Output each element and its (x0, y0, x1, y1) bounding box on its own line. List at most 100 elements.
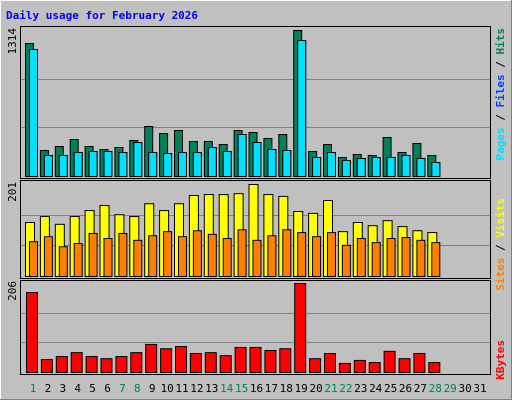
bar (148, 235, 158, 278)
bar (386, 238, 396, 277)
bar (55, 356, 68, 373)
x-tick-label: 27 (414, 382, 427, 395)
bar (163, 153, 173, 177)
x-tick-label: 23 (354, 382, 367, 395)
legend: KBytes (494, 340, 507, 380)
bar (115, 356, 128, 373)
x-tick-label: 24 (369, 382, 383, 395)
legend-separator: / (494, 55, 507, 75)
bar (383, 350, 396, 374)
x-tick-label: 26 (399, 382, 412, 395)
bar (368, 362, 381, 374)
legend-entry: Visits (494, 198, 507, 238)
x-tick-label: 11 (175, 382, 188, 395)
x-tick-label: 15 (235, 382, 248, 395)
bar (237, 229, 247, 277)
x-tick-label: 17 (265, 382, 278, 395)
bar (416, 239, 426, 277)
bar (103, 151, 113, 177)
bar (43, 155, 53, 177)
bar (327, 232, 336, 278)
bar (192, 230, 202, 277)
bar (252, 239, 262, 277)
bar (204, 352, 217, 374)
x-tick-label: 31 (473, 382, 486, 395)
bar (309, 358, 322, 373)
bar (398, 358, 411, 373)
bar (324, 352, 336, 374)
legend-entry: KBytes (494, 340, 507, 380)
bar (58, 246, 68, 277)
bar (178, 236, 187, 278)
bar (145, 343, 158, 374)
bar (40, 359, 53, 374)
bar (26, 292, 38, 373)
bar (73, 243, 83, 277)
legend-entry: Hits (494, 28, 507, 55)
legend-entry: Files (494, 74, 507, 107)
bar (133, 142, 143, 177)
x-tick-label: 2 (45, 382, 52, 395)
bar (267, 149, 277, 177)
legend-entry: Pages (494, 127, 507, 160)
x-tick-label: 30 (458, 382, 471, 395)
bar (294, 283, 307, 373)
x-tick-label: 5 (89, 382, 96, 395)
y-tick-label: 206 (6, 281, 19, 301)
bar (312, 236, 322, 278)
bar (267, 235, 277, 278)
x-tick-label: 28 (429, 382, 442, 395)
bar (73, 152, 83, 177)
x-tick-label: 10 (160, 382, 173, 395)
bar (148, 152, 158, 177)
bar (371, 157, 381, 177)
bar (401, 237, 411, 277)
bar (118, 152, 128, 177)
bar (175, 346, 187, 373)
bar (371, 242, 381, 277)
bar (428, 362, 441, 374)
bar (130, 352, 143, 374)
bar (401, 155, 411, 177)
legend-separator: / (494, 238, 507, 258)
bar (252, 142, 262, 177)
x-tick-label: 9 (149, 382, 156, 395)
bar (327, 152, 336, 177)
x-tick-label: 25 (384, 382, 397, 395)
x-tick-label: 20 (309, 382, 322, 395)
x-tick-label: 14 (220, 382, 234, 395)
bar (431, 162, 441, 177)
x-tick-label: 7 (119, 382, 126, 395)
x-tick-label: 8 (134, 382, 141, 395)
bar (237, 134, 247, 177)
bar (43, 236, 53, 278)
x-tick-label: 6 (104, 382, 111, 395)
bar (356, 158, 366, 177)
bar (353, 359, 366, 374)
x-tick-label: 21 (324, 382, 337, 395)
bar (297, 40, 307, 177)
bar (160, 348, 173, 373)
bar (70, 352, 83, 374)
bar (103, 238, 113, 277)
bar (282, 150, 292, 177)
bar (356, 238, 366, 277)
legend: Pages / Files / Hits (494, 28, 507, 161)
x-tick-label: 13 (205, 382, 218, 395)
chart-title: Daily usage for February 2026 (6, 9, 198, 22)
bar (163, 231, 173, 277)
legend-separator: / (494, 108, 507, 128)
bar (58, 155, 68, 177)
bar (88, 151, 98, 177)
legend-entry: Sites (494, 258, 507, 291)
x-tick-label: 19 (295, 382, 308, 395)
bar (416, 158, 426, 177)
bar (118, 232, 128, 278)
bar (279, 348, 292, 373)
bar (312, 157, 322, 177)
x-tick-label: 3 (59, 382, 66, 395)
bar (222, 238, 232, 277)
x-tick-label: 18 (280, 382, 293, 395)
bar (29, 49, 38, 177)
